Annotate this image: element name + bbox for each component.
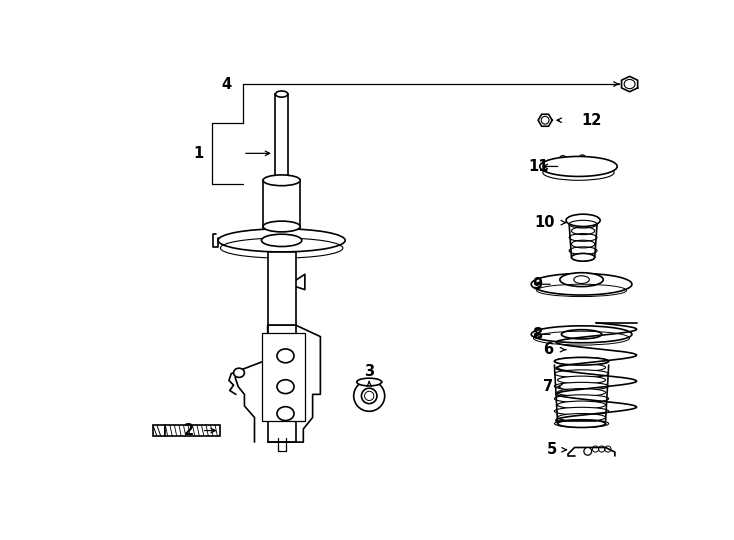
Ellipse shape — [531, 273, 632, 295]
Ellipse shape — [566, 214, 600, 226]
Ellipse shape — [558, 376, 606, 384]
FancyBboxPatch shape — [165, 425, 219, 436]
Ellipse shape — [579, 155, 586, 161]
Ellipse shape — [554, 420, 608, 428]
Ellipse shape — [558, 389, 606, 396]
Ellipse shape — [554, 395, 608, 402]
Ellipse shape — [357, 378, 382, 386]
Ellipse shape — [261, 234, 302, 247]
FancyBboxPatch shape — [153, 425, 165, 436]
Ellipse shape — [277, 380, 294, 394]
Text: 6: 6 — [542, 342, 553, 357]
Ellipse shape — [531, 326, 632, 343]
FancyBboxPatch shape — [275, 94, 288, 180]
Ellipse shape — [263, 221, 300, 232]
Ellipse shape — [263, 175, 300, 186]
Ellipse shape — [554, 407, 608, 415]
Ellipse shape — [574, 276, 589, 284]
Ellipse shape — [559, 156, 567, 164]
Ellipse shape — [567, 161, 589, 172]
Text: 2: 2 — [184, 423, 194, 438]
Text: 8: 8 — [533, 327, 543, 342]
Text: 5: 5 — [547, 442, 557, 457]
Ellipse shape — [541, 117, 549, 124]
Ellipse shape — [554, 370, 608, 377]
Ellipse shape — [554, 382, 608, 390]
Ellipse shape — [558, 420, 606, 428]
Ellipse shape — [554, 357, 608, 365]
Ellipse shape — [354, 381, 385, 411]
FancyBboxPatch shape — [268, 252, 296, 325]
Ellipse shape — [562, 330, 602, 339]
Ellipse shape — [539, 157, 617, 177]
FancyBboxPatch shape — [262, 333, 305, 421]
Text: 4: 4 — [222, 77, 232, 92]
Text: 3: 3 — [364, 364, 374, 379]
Ellipse shape — [218, 229, 345, 252]
Ellipse shape — [584, 448, 592, 455]
Ellipse shape — [624, 79, 635, 89]
Ellipse shape — [558, 363, 606, 372]
Ellipse shape — [361, 388, 377, 403]
Text: 12: 12 — [581, 113, 602, 128]
Ellipse shape — [275, 91, 288, 97]
Text: 7: 7 — [542, 379, 553, 394]
Ellipse shape — [277, 407, 294, 421]
Text: 10: 10 — [534, 215, 554, 230]
Ellipse shape — [277, 349, 294, 363]
Ellipse shape — [558, 401, 606, 409]
Text: 9: 9 — [533, 276, 543, 292]
Ellipse shape — [233, 368, 244, 377]
Ellipse shape — [558, 414, 606, 421]
Text: 11: 11 — [528, 159, 549, 174]
FancyBboxPatch shape — [268, 325, 296, 442]
Text: 1: 1 — [194, 146, 204, 161]
Ellipse shape — [554, 357, 608, 365]
Ellipse shape — [572, 253, 595, 261]
Ellipse shape — [235, 240, 243, 246]
FancyBboxPatch shape — [263, 180, 300, 226]
Ellipse shape — [560, 273, 603, 287]
